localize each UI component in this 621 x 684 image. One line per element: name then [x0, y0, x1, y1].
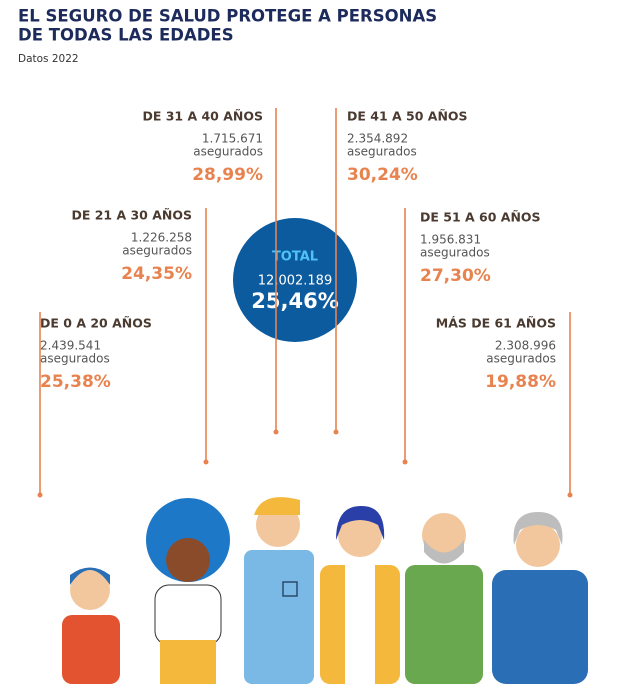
group-unit: asegurados: [40, 352, 110, 366]
group-label: DE 41 A 50 AÑOS: [347, 109, 468, 124]
title-line: EL SEGURO DE SALUD PROTEGE A PERSONAS: [18, 7, 437, 26]
group-count: 2.439.541: [40, 339, 101, 353]
connector-dot: [402, 459, 408, 465]
connector-dot: [203, 459, 209, 465]
group-unit: asegurados: [486, 352, 556, 366]
group-unit: asegurados: [193, 145, 263, 159]
group-percent: 27,30%: [420, 266, 491, 286]
group-label: DE 21 A 30 AÑOS: [71, 208, 192, 223]
group-percent: 30,24%: [347, 165, 418, 185]
group-percent: 28,99%: [192, 165, 263, 185]
total-percent: 25,46%: [251, 289, 338, 313]
total-count: 12.002.189: [258, 274, 332, 289]
people-illustration: [62, 497, 588, 684]
group-count: 2.308.996: [495, 339, 556, 353]
group-percent: 25,38%: [40, 372, 111, 392]
title-line: DE TODAS LAS EDADES: [18, 26, 234, 45]
group-label: DE 51 A 60 AÑOS: [420, 210, 541, 225]
group-percent: 19,88%: [485, 372, 556, 392]
group-label: DE 31 A 40 AÑOS: [142, 109, 263, 124]
group-percent: 24,35%: [121, 264, 192, 284]
total-circle: [233, 218, 357, 342]
group-unit: asegurados: [122, 244, 192, 258]
connector-dot: [37, 492, 43, 498]
group-count: 1.715.671: [202, 132, 263, 146]
subtitle: Datos 2022: [18, 53, 79, 65]
total-label: TOTAL: [272, 250, 318, 265]
connector-dot: [333, 429, 339, 435]
group-label: DE 0 A 20 AÑOS: [40, 316, 152, 331]
group-count: 1.226.258: [131, 231, 192, 245]
group-unit: asegurados: [420, 246, 490, 260]
group-unit: asegurados: [347, 145, 417, 159]
connector-dot: [273, 429, 279, 435]
group-label: MÁS DE 61 AÑOS: [436, 316, 556, 331]
group-count: 1.956.831: [420, 233, 481, 247]
connector-dot: [567, 492, 573, 498]
group-count: 2.354.892: [347, 132, 408, 146]
